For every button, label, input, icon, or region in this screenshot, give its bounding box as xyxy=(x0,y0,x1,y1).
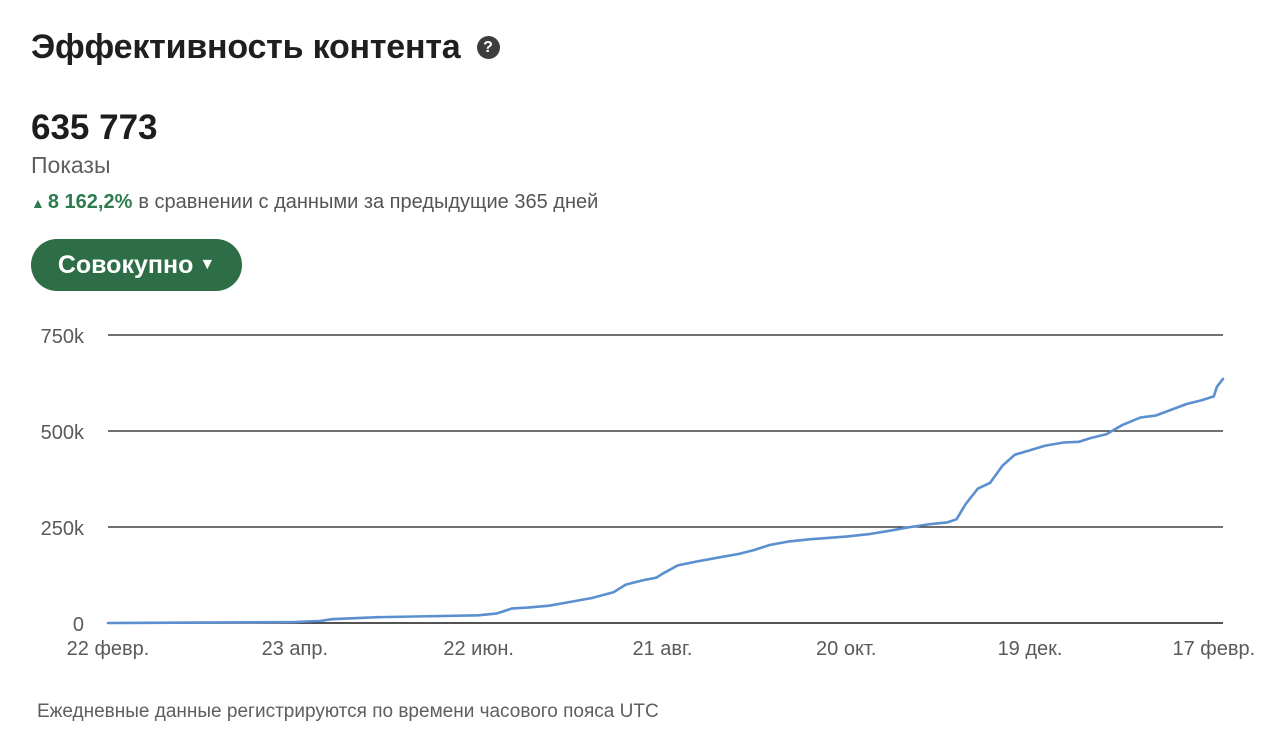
question-circle-icon[interactable]: ? xyxy=(476,36,500,59)
comparison-text: в сравнении с данными за предыдущие 365 … xyxy=(138,191,599,213)
series-line[interactable] xyxy=(106,377,1225,625)
x-tick-label: 23 апр. xyxy=(262,638,328,660)
footnote: Ежедневные данные регистрируются по врем… xyxy=(37,701,659,722)
triangle-up-icon: ▲ xyxy=(31,194,45,211)
impressions-label: Показы xyxy=(31,152,111,178)
x-tick-label: 17 февр. xyxy=(1172,638,1255,660)
y-tick-label: 750k xyxy=(41,326,85,348)
aggregation-mode-label: Совокупно xyxy=(57,250,194,279)
x-tick-label: 20 окт. xyxy=(816,638,876,660)
comparison-line: ▲ 8 162,2% в сравнении с данными за пред… xyxy=(31,191,598,214)
x-tick-label: 21 авг. xyxy=(632,638,692,660)
y-tick-label: 250k xyxy=(41,518,85,540)
y-tick-label: 500k xyxy=(41,422,85,444)
title-row: Эффективность контента ? xyxy=(31,28,500,67)
y-tick-label: 0 xyxy=(73,614,84,636)
impressions-value: 635 773 xyxy=(31,108,158,147)
page-title: Эффективность контента xyxy=(31,28,461,66)
aggregation-mode-dropdown[interactable]: Совокупно ▼ xyxy=(31,239,242,291)
x-tick-label: 22 июн. xyxy=(443,638,514,660)
x-tick-label: 19 дек. xyxy=(998,638,1063,660)
x-tick-label: 22 февр. xyxy=(67,638,150,660)
impressions-line-chart: 0 250k 500k 750k 22 февр. 23 апр. 22 июн. 21 а… xyxy=(41,326,1256,660)
caret-down-icon: ▼ xyxy=(199,256,216,273)
change-percent: 8 162,2% xyxy=(47,191,133,213)
